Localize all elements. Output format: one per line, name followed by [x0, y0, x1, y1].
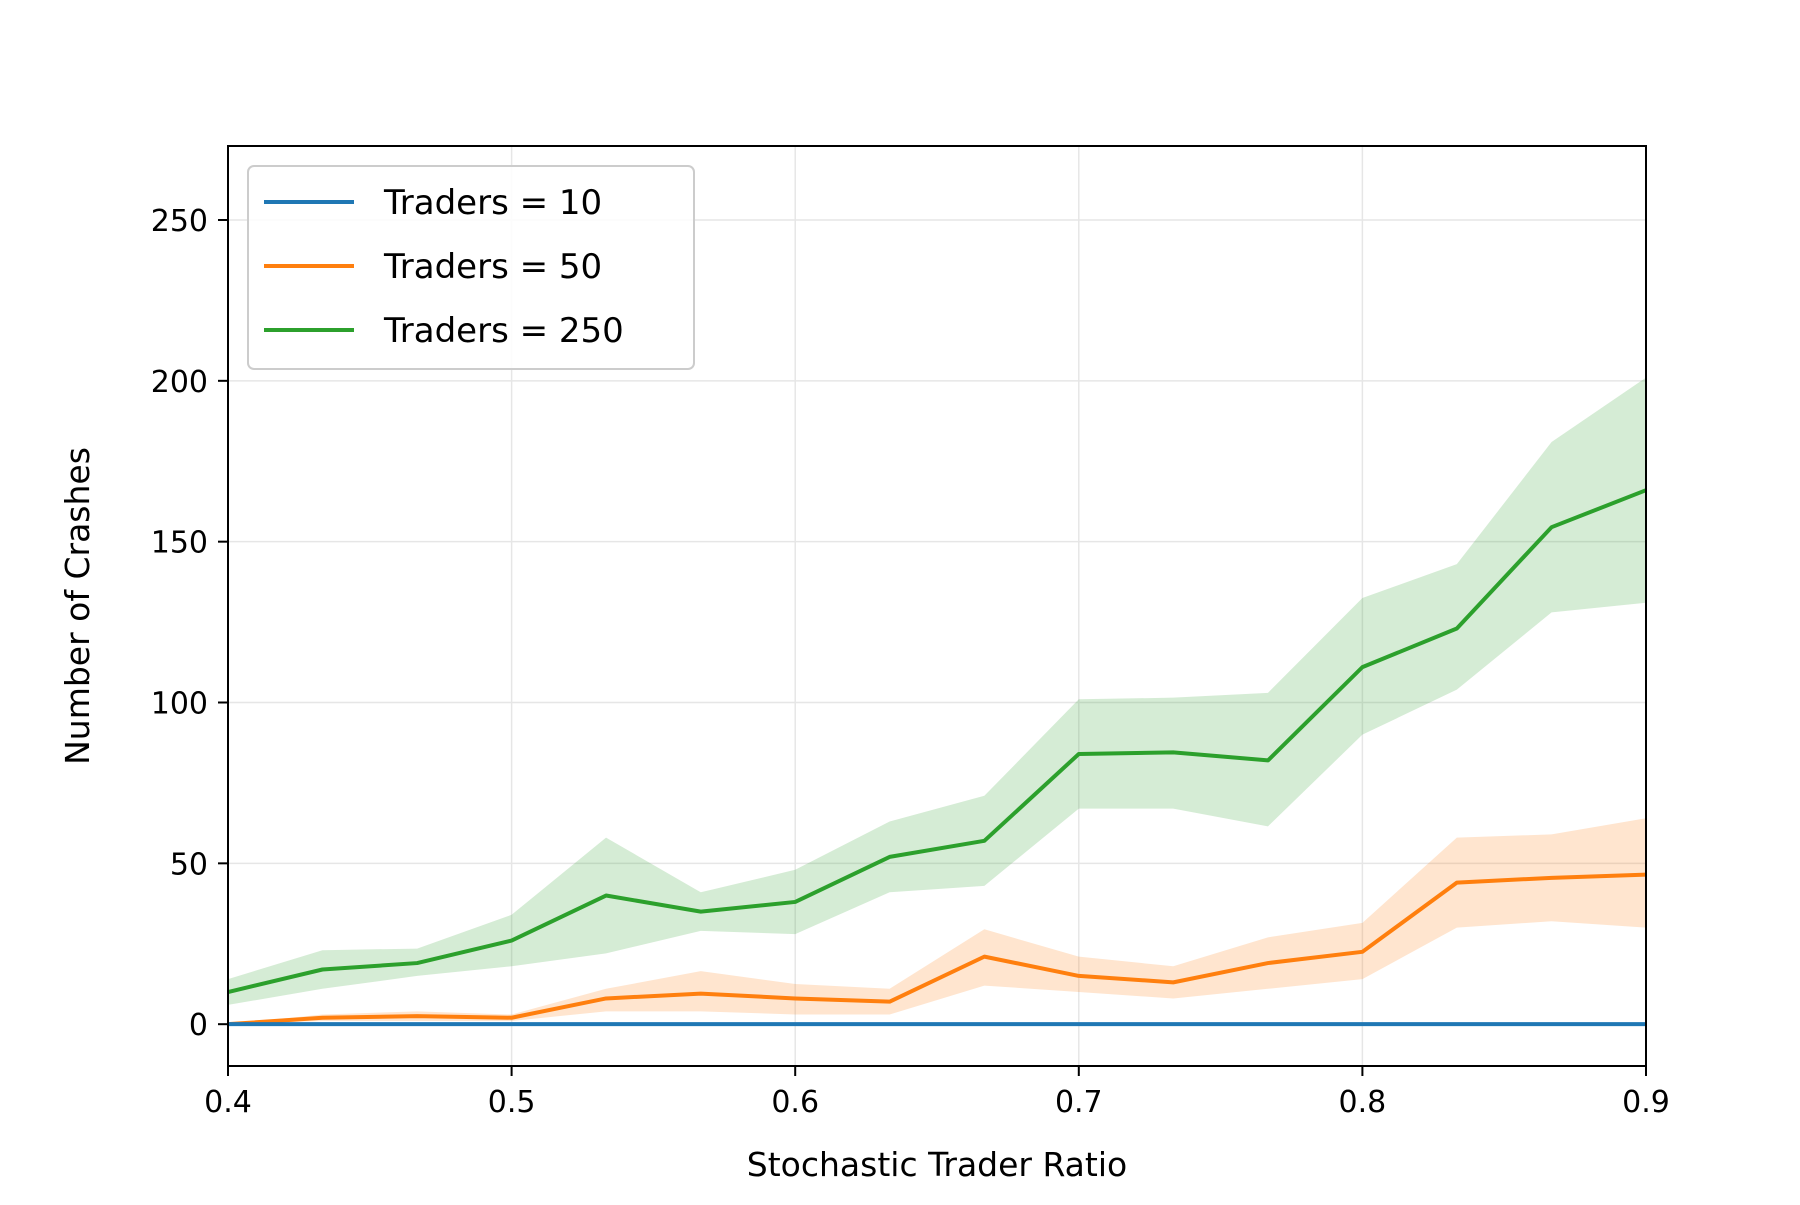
plot-frame	[227, 145, 1647, 1067]
y-tick-label: 0	[189, 1008, 208, 1043]
legend-label: Traders = 10	[383, 183, 602, 223]
legend-box	[247, 165, 695, 370]
x-tick-label: 0.4	[204, 1085, 252, 1120]
y-tick-label: 250	[151, 204, 208, 239]
x-tick-label: 0.5	[488, 1085, 536, 1120]
confidence-band	[228, 377, 1646, 1005]
legend: Traders = 10 Traders = 50 Traders = 250	[247, 165, 695, 370]
y-tick-label: 100	[151, 687, 208, 722]
axis-ticks: 0.4 0.5 0.6 0.7 0.8 0.9 0 50 100 150 200 250	[151, 204, 1670, 1120]
y-tick-label: 150	[151, 526, 208, 561]
series-lines	[227, 488, 1647, 1027]
x-tick-label: 0.7	[1055, 1085, 1103, 1120]
series-line	[227, 488, 1647, 994]
confidence-band	[228, 818, 1646, 1025]
legend-label: Traders = 250	[383, 311, 624, 351]
x-tick-label: 0.6	[771, 1085, 819, 1120]
y-tick-label: 200	[151, 365, 208, 400]
y-tick-label: 50	[170, 847, 208, 882]
legend-label: Traders = 50	[383, 247, 602, 287]
confidence-bands	[228, 377, 1646, 1025]
y-axis-title: Number of Crashes	[58, 447, 97, 765]
x-axis-title: Stochastic Trader Ratio	[747, 1145, 1127, 1184]
x-tick-label: 0.9	[1622, 1085, 1670, 1120]
series-line	[227, 872, 1647, 1027]
x-tick-label: 0.8	[1339, 1085, 1387, 1120]
